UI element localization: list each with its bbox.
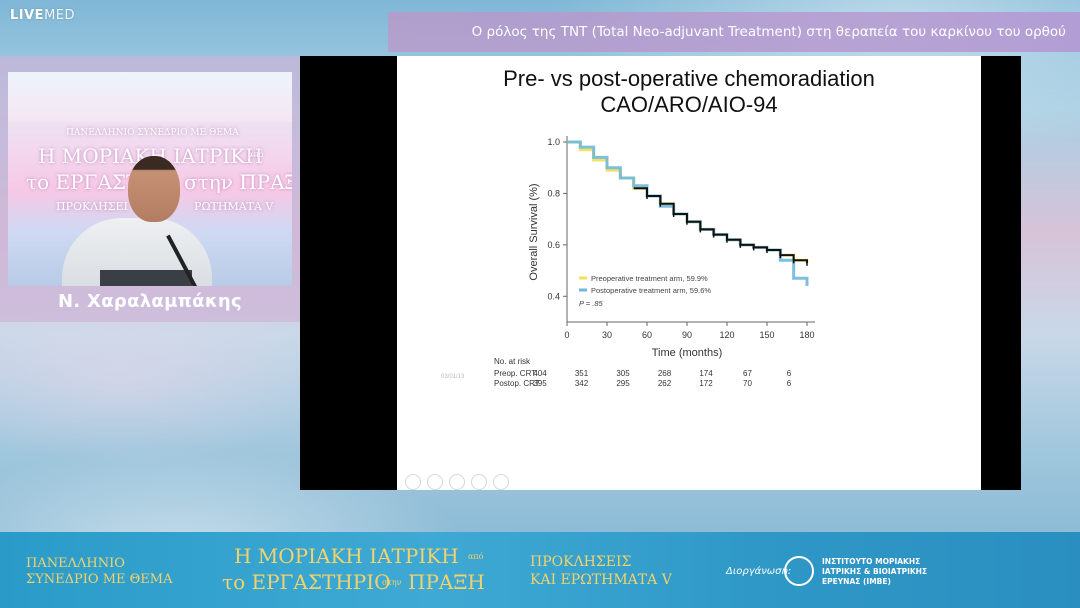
legend-label-0: Preoperative treatment arm, 59.9% [591,274,708,283]
slide-controls [405,474,509,490]
banner-mid-line2: το ΕΡΓΑΣΤΗΡΙΟ [222,570,391,594]
risk-row-label: Postop. CRT [494,379,540,388]
organizer-line3: ΕΡΕΥΝΑΣ (ΙΜΒΕ) [822,577,891,586]
x-tick-label: 180 [799,330,814,340]
speaker-head [128,156,180,222]
livemed-logo: LIVEMED [10,8,75,23]
banner-left-line2: ΣΥΝΕΔΡΙΟ ΜΕ ΘΕΜΑ [26,572,173,587]
imbe-logo-icon [784,556,814,586]
y-tick-label: 0.8 [547,188,560,198]
logo-live: LIVE [10,8,45,23]
legend-label-1: Postoperative treatment arm, 59.6% [591,286,711,295]
organizer-name: ΙΝΣΤΙΤΟΥΤΟ ΜΟΡΙΑΚΗΣ ΙΑΤΡΙΚΗΣ & ΒΙΟΙΑΤΡΙΚ… [822,557,927,587]
slide-title: Pre- vs post-operative chemoradiation CA… [397,66,981,118]
risk-cell: 70 [743,379,752,388]
risk-cell: 404 [533,369,547,378]
risk-cell: 174 [699,369,713,378]
organizer-line1: ΙΝΣΤΙΤΟΥΤΟ ΜΟΡΙΑΚΗΣ [822,557,921,566]
risk-cell: 67 [743,369,752,378]
x-tick-label: 150 [759,330,774,340]
laptop [100,270,192,286]
more-options-icon[interactable] [493,474,509,490]
p-value: P = .85 [579,299,604,308]
banner-left-line1: ΠΑΝΕΛΛΗΝΙΟ [26,556,125,571]
banner-right-line2: ΚΑΙ ΕΡΩΤΗΜΑΤΑ V [530,572,672,588]
y-tick-label: 1.0 [547,137,560,147]
backdrop-line2b: από [248,150,264,159]
logo-med: MED [44,8,76,23]
risk-cell: 351 [575,369,589,378]
organizer-line2: ΙΑΤΡΙΚΗΣ & ΒΙΟΙΑΤΡΙΚΗΣ [822,567,928,576]
banner-mid-line1: Η ΜΟΡΙΑΚΗ ΙΑΤΡΙΚΗ [234,544,459,568]
banner-mid-line2b: στην [382,578,402,587]
x-tick-label: 30 [602,330,612,340]
overlap-curve [633,187,808,263]
backdrop-line4b: ΡΩΤΗΜΑΤΑ V [194,200,274,213]
x-axis-label: Time (months) [652,347,723,359]
slide-title-line2: CAO/ARO/AIO-94 [600,92,778,117]
y-tick-label: 0.6 [547,240,560,250]
survival-curve-preop [567,140,809,263]
y-tick-label: 0.4 [547,291,560,301]
session-title: Ο ρόλος της TNT (Total Neo-adjuvant Trea… [471,24,1066,40]
pen-icon[interactable] [449,474,465,490]
speaker-backdrop-top [8,72,292,122]
speaker-name: Ν. Χαραλαμπάκης [57,290,243,312]
banner-mid-line2c: ΠΡΑΞΗ [408,570,485,594]
x-tick-label: 0 [564,330,569,340]
backdrop-line3b: στην ΠΡΑΞΗ [184,170,292,194]
slides-menu-icon[interactable] [471,474,487,490]
risk-table-header: No. at risk [494,357,531,366]
survival-chart: 0 30 60 90 120 150 180 1.0 0.8 0.6 0.4 Time (months… [494,136,815,388]
slide-date: 03/01/13 [441,374,465,380]
slide-title-line1: Pre- vs post-operative chemoradiation [503,66,875,91]
session-title-bar: Ο ρόλος της TNT (Total Neo-adjuvant Trea… [388,12,1080,52]
speaker-video: ΠΑΝΕΛΛΗΝΙΟ ΣΥΝΕΔΡΙΟ ΜΕ ΘΕΜΑ Η ΜΟΡΙΑΚΗ ΙΑ… [8,72,292,286]
presentation-slide: Pre- vs post-operative chemoradiation CA… [397,56,981,490]
risk-cell: 262 [658,379,672,388]
risk-cell: 172 [699,379,713,388]
risk-cell: 6 [787,379,792,388]
banner-right-line1: ΠΡΟΚΛΗΣΕΙΣ [530,554,632,570]
banner-mid-line1b: από [468,552,484,561]
risk-cell: 268 [658,369,672,378]
risk-cell: 295 [616,379,630,388]
bottom-banner [0,532,1080,608]
risk-row-label: Preop. CRT [494,369,536,378]
x-tick-label: 90 [682,330,692,340]
risk-cell: 6 [787,369,792,378]
risk-cell: 305 [616,369,630,378]
backdrop-line4: ΠΡΟΚΛΗΣΕΙ [56,200,128,213]
x-tick-label: 120 [719,330,734,340]
y-axis-label: Overall Survival (%) [528,183,540,280]
risk-cell: 342 [575,379,589,388]
risk-cell: 395 [533,379,547,388]
prev-slide-icon[interactable] [405,474,421,490]
x-tick-label: 60 [642,330,652,340]
organizer-label: Διοργάνωση: [726,566,792,577]
next-slide-icon[interactable] [427,474,443,490]
backdrop-line1: ΠΑΝΕΛΛΗΝΙΟ ΣΥΝΕΔΡΙΟ ΜΕ ΘΕΜΑ [66,128,239,138]
